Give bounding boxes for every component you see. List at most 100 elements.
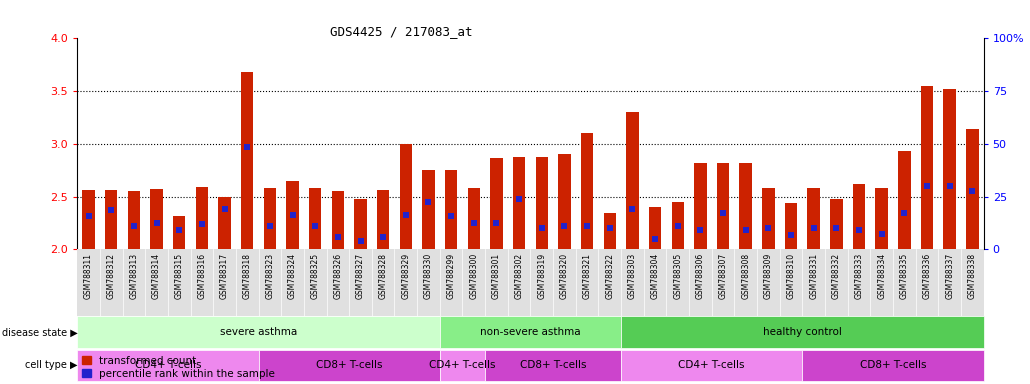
- Text: GSM788319: GSM788319: [538, 253, 546, 299]
- Bar: [105, 190, 117, 250]
- Point: [851, 227, 867, 233]
- Text: GSM788304: GSM788304: [651, 253, 659, 299]
- Bar: [150, 189, 163, 250]
- Text: CD8+ T-cells: CD8+ T-cells: [860, 361, 926, 371]
- Bar: [128, 191, 140, 250]
- Text: GSM788326: GSM788326: [334, 253, 342, 299]
- Bar: [196, 187, 208, 250]
- Text: severe asthma: severe asthma: [219, 327, 297, 337]
- Text: CD8+ T-cells: CD8+ T-cells: [316, 361, 382, 371]
- Bar: [422, 170, 435, 250]
- Bar: [354, 199, 367, 250]
- Bar: [377, 190, 389, 250]
- Bar: [536, 157, 548, 250]
- Bar: [558, 154, 571, 250]
- Bar: [241, 72, 253, 250]
- Point: [466, 220, 482, 226]
- Point: [692, 227, 709, 233]
- Bar: [440, 349, 485, 381]
- Bar: [853, 184, 865, 250]
- Bar: [876, 188, 888, 250]
- Point: [216, 206, 233, 212]
- Text: GSM788315: GSM788315: [175, 253, 183, 299]
- Text: GSM788330: GSM788330: [424, 253, 433, 299]
- Point: [307, 223, 323, 229]
- Point: [873, 230, 890, 237]
- Text: GSM788327: GSM788327: [356, 253, 365, 299]
- Text: GSM788318: GSM788318: [243, 253, 251, 299]
- Point: [896, 209, 913, 215]
- Bar: [82, 190, 95, 250]
- Bar: [332, 191, 344, 250]
- Bar: [490, 158, 503, 250]
- Point: [148, 220, 165, 226]
- Text: CD4+ T-cells: CD4+ T-cells: [135, 361, 201, 371]
- Point: [330, 234, 346, 240]
- Text: GSM788303: GSM788303: [628, 253, 637, 299]
- Text: GSM788299: GSM788299: [447, 253, 455, 299]
- Bar: [785, 203, 797, 250]
- Text: GSM788336: GSM788336: [923, 253, 931, 299]
- Text: GSM788333: GSM788333: [855, 253, 863, 299]
- Text: GSM788331: GSM788331: [810, 253, 818, 299]
- Bar: [309, 188, 321, 250]
- Text: GSM788307: GSM788307: [719, 253, 727, 299]
- Point: [103, 207, 119, 214]
- Bar: [966, 129, 978, 250]
- Bar: [649, 207, 661, 250]
- Bar: [445, 170, 457, 250]
- Bar: [740, 163, 752, 250]
- Text: GSM788329: GSM788329: [402, 253, 410, 299]
- Bar: [400, 144, 412, 250]
- Bar: [77, 349, 259, 381]
- Text: GSM788306: GSM788306: [696, 253, 705, 299]
- Text: GSM788323: GSM788323: [266, 253, 274, 299]
- Text: cell type ▶: cell type ▶: [25, 361, 77, 371]
- Text: disease state ▶: disease state ▶: [1, 327, 77, 337]
- Text: CD4+ T-cells: CD4+ T-cells: [679, 361, 745, 371]
- Text: GDS4425 / 217083_at: GDS4425 / 217083_at: [330, 25, 472, 38]
- Text: GSM788300: GSM788300: [470, 253, 478, 299]
- Bar: [440, 316, 621, 348]
- Text: GSM788320: GSM788320: [560, 253, 569, 299]
- Point: [239, 144, 255, 150]
- Text: GSM788335: GSM788335: [900, 253, 908, 299]
- Point: [284, 212, 301, 218]
- Point: [919, 183, 935, 189]
- Text: GSM788332: GSM788332: [832, 253, 840, 299]
- Text: non-severe asthma: non-severe asthma: [480, 327, 581, 337]
- Bar: [921, 86, 933, 250]
- Bar: [898, 151, 911, 250]
- Point: [647, 236, 663, 242]
- Text: GSM788311: GSM788311: [84, 253, 93, 299]
- Point: [715, 209, 731, 215]
- Point: [262, 223, 278, 229]
- Text: GSM788324: GSM788324: [288, 253, 297, 299]
- Bar: [830, 199, 843, 250]
- Bar: [485, 349, 621, 381]
- Point: [511, 196, 527, 202]
- Point: [556, 223, 573, 229]
- Bar: [77, 316, 440, 348]
- Point: [941, 183, 958, 189]
- Point: [783, 232, 799, 238]
- Bar: [717, 163, 729, 250]
- Bar: [468, 188, 480, 250]
- Bar: [626, 112, 639, 250]
- Text: GSM788301: GSM788301: [492, 253, 501, 299]
- Point: [964, 188, 981, 194]
- Bar: [581, 133, 593, 250]
- Text: GSM788328: GSM788328: [379, 253, 387, 299]
- Point: [126, 223, 142, 229]
- Bar: [808, 188, 820, 250]
- Text: GSM788314: GSM788314: [152, 253, 161, 299]
- Text: GSM788310: GSM788310: [787, 253, 795, 299]
- Text: GSM788308: GSM788308: [742, 253, 750, 299]
- Text: CD8+ T-cells: CD8+ T-cells: [520, 361, 586, 371]
- Point: [760, 225, 777, 232]
- Point: [443, 213, 459, 219]
- Bar: [694, 163, 707, 250]
- Point: [398, 212, 414, 218]
- Bar: [286, 181, 299, 250]
- Point: [624, 206, 641, 212]
